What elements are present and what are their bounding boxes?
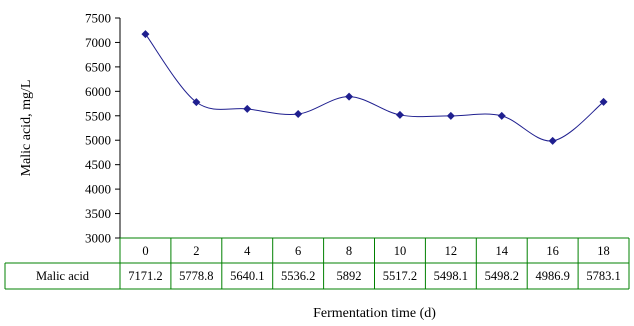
y-axis-ticks: 3000 3500 4000 4500 5000 5500 6000 6500 7000 7500 — [85, 11, 120, 246]
x-category-label: 10 — [394, 244, 407, 258]
y-tick-label: 3000 — [85, 231, 111, 246]
table-value-cell: 5517.2 — [383, 269, 417, 283]
x-category-label: 6 — [295, 244, 301, 258]
data-point-marker — [395, 110, 404, 119]
x-category-label: 18 — [597, 244, 610, 258]
data-point-marker — [192, 98, 201, 107]
data-point-marker — [497, 111, 506, 120]
y-tick-label: 5500 — [85, 108, 111, 123]
series-markers — [141, 30, 608, 145]
table-value-cell: 5536.2 — [281, 269, 315, 283]
y-tick-label: 6000 — [85, 84, 111, 99]
data-point-marker — [548, 136, 557, 145]
x-axis-title: Fermentation time (d) — [313, 306, 436, 321]
table-value-cell: 5498.2 — [485, 269, 519, 283]
data-table: 0 2 4 6 8 10 12 14 16 18 Malic acid 7171.2 5778.8 564… — [4, 237, 630, 290]
table-value-cell: 5778.8 — [179, 269, 213, 283]
data-point-marker — [243, 104, 252, 113]
x-category-label: 16 — [546, 244, 559, 258]
data-point-marker — [446, 111, 455, 120]
y-axis-title: Malic acid, mg/L — [19, 80, 34, 177]
data-point-marker — [599, 97, 608, 106]
data-point-marker — [141, 30, 150, 39]
table-value-cell: 4986.9 — [535, 269, 569, 283]
y-tick-label: 5000 — [85, 133, 111, 148]
data-point-marker — [294, 110, 303, 119]
data-point-marker — [345, 92, 354, 101]
x-category-label: 2 — [193, 244, 199, 258]
y-tick-label: 7500 — [85, 11, 111, 26]
table-value-cell: 7171.2 — [128, 269, 162, 283]
x-category-label: 8 — [346, 244, 352, 258]
table-value-cell: 5498.1 — [434, 269, 468, 283]
series-line-malic-acid — [145, 33, 604, 142]
y-tick-label: 6500 — [85, 59, 111, 74]
table-value-cell: 5892 — [337, 269, 362, 283]
x-category-label: 0 — [142, 244, 148, 258]
table-value-cell: 5640.1 — [230, 269, 264, 283]
y-tick-label: 4000 — [85, 182, 111, 197]
y-tick-label: 3500 — [85, 206, 111, 221]
x-category-label: 14 — [496, 244, 509, 258]
x-category-label: 4 — [244, 244, 251, 258]
table-series-name: Malic acid — [36, 269, 90, 283]
table-value-cell: 5783.1 — [586, 269, 620, 283]
y-tick-label: 4500 — [85, 157, 111, 172]
x-category-label: 12 — [445, 244, 458, 258]
y-tick-label: 7000 — [85, 35, 111, 50]
